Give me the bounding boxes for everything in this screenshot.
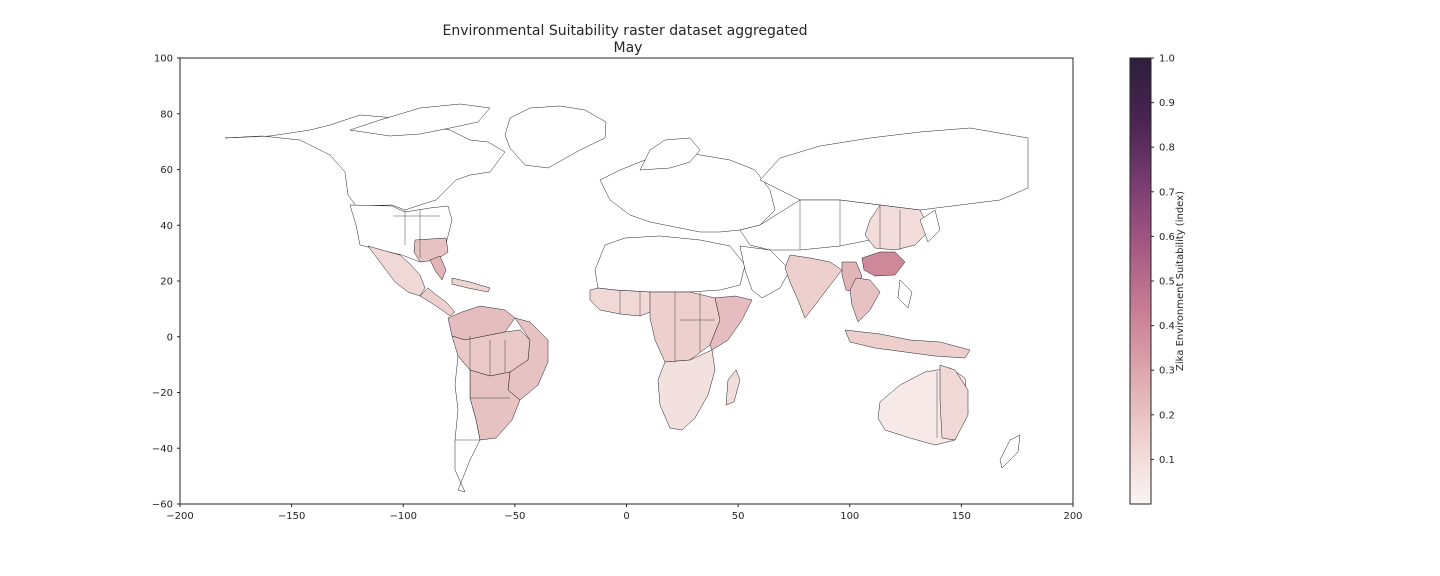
landmass-north-africa [594, 235, 746, 293]
landmass-southern-cone [454, 355, 481, 493]
landmass-mexico [367, 245, 426, 297]
y-tick-label: −60 [152, 500, 173, 511]
landmass-madagascar [725, 369, 741, 406]
landmass-indonesia-png [844, 329, 971, 359]
y-tick-label: 20 [160, 277, 173, 288]
landmass-florida [429, 255, 447, 281]
x-tick-label: 150 [952, 511, 971, 522]
x-axis: −200 −150 −100 −50 0 50 100 150 200 [166, 504, 1083, 522]
colorbar-tick-label: 0.3 [1159, 366, 1175, 377]
landmass-west-africa [589, 287, 656, 317]
colorbar-label: Zika Environment Suitability (index) [1175, 191, 1186, 371]
colorbar-tick-label: 0.9 [1159, 98, 1175, 109]
y-tick-label: 40 [160, 221, 173, 232]
colorbar-tick-label: 0.4 [1159, 321, 1175, 332]
colorbar-tick-label: 0.5 [1159, 277, 1175, 288]
landmass-east-africa [709, 295, 753, 351]
y-tick-label: 100 [154, 54, 173, 65]
landmass-new-zealand [999, 434, 1021, 469]
landmass-central-africa [649, 291, 721, 363]
x-tick-label: −150 [278, 511, 305, 522]
world-map [224, 103, 1029, 493]
landmass-central-america [419, 287, 456, 317]
x-tick-label: −100 [390, 511, 417, 522]
x-tick-label: 100 [840, 511, 859, 522]
map-plot-area [179, 57, 1074, 505]
landmass-caribbean [451, 277, 491, 293]
landmass-queensland [939, 364, 969, 441]
y-axis: −60 −40 −20 0 20 40 60 80 100 [152, 54, 180, 511]
colorbar-tick-label: 0.1 [1159, 455, 1175, 466]
x-tick-label: 200 [1063, 511, 1082, 522]
colorbar-ticks: 0.1 0.2 0.3 0.4 0.5 0.6 0.7 0.8 0.9 1.0 [1151, 54, 1175, 466]
colorbar-tick-label: 1.0 [1159, 54, 1175, 65]
landmass-southern-china [861, 251, 906, 277]
x-tick-label: −50 [504, 511, 525, 522]
colorbar-gradient [1129, 57, 1152, 505]
landmass-canada-arctic [349, 103, 491, 137]
landmass-southern-africa [657, 349, 716, 431]
y-tick-label: 0 [167, 332, 173, 343]
landmass-southeast-asia [849, 277, 881, 323]
x-tick-label: −200 [166, 511, 193, 522]
landmass-eastern-china [864, 204, 931, 251]
x-tick-label: 0 [623, 511, 629, 522]
landmass-greenland [504, 105, 607, 169]
y-tick-label: −40 [152, 444, 173, 455]
y-tick-label: −20 [152, 388, 173, 399]
landmass-philippines-japan [897, 209, 941, 309]
colorbar-tick-label: 0.6 [1159, 232, 1175, 243]
landmass-north-america [224, 114, 506, 211]
colorbar-tick-label: 0.2 [1159, 410, 1175, 421]
landmass-scandinavia [639, 137, 701, 171]
chart-title-line-1: Environmental Suitability raster dataset… [443, 23, 808, 39]
y-tick-label: 60 [160, 165, 173, 176]
colorbar: 0.1 0.2 0.3 0.4 0.5 0.6 0.7 0.8 0.9 1.0 Zika Envi… [1129, 54, 1186, 505]
x-tick-label: 50 [732, 511, 745, 522]
country-borders [393, 200, 938, 441]
colorbar-tick-label: 0.7 [1159, 187, 1175, 198]
colorbar-tick-label: 0.8 [1159, 143, 1175, 154]
chart-title-line-2: May [614, 40, 643, 56]
landmass-arabia [739, 245, 791, 299]
landmass-india [784, 254, 843, 319]
y-tick-label: 80 [160, 109, 173, 120]
